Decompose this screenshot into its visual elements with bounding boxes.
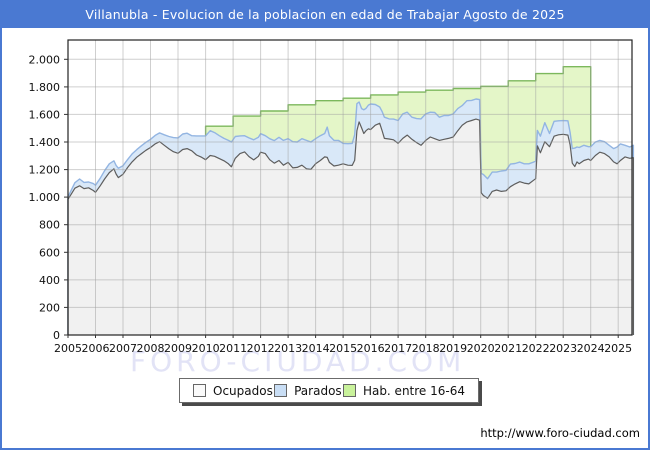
svg-text:2018: 2018 xyxy=(412,342,440,355)
plot-border xyxy=(67,39,633,336)
legend-swatch-hab xyxy=(342,384,356,397)
svg-text:1.000: 1.000 xyxy=(29,191,61,204)
chart-title-bar: Villanubla - Evolucion de la poblacion e… xyxy=(2,2,648,28)
svg-text:2014: 2014 xyxy=(302,342,330,355)
legend-swatch-ocupados xyxy=(193,384,206,397)
svg-text:1.400: 1.400 xyxy=(29,136,61,149)
gridlines xyxy=(68,40,632,335)
svg-text:2016: 2016 xyxy=(357,342,385,355)
svg-text:2025: 2025 xyxy=(604,342,632,355)
svg-text:2017: 2017 xyxy=(384,342,412,355)
svg-text:2024: 2024 xyxy=(577,342,605,355)
svg-text:2006: 2006 xyxy=(82,342,110,355)
legend-label-ocupados: Ocupados xyxy=(213,383,273,398)
svg-text:2009: 2009 xyxy=(164,342,192,355)
svg-text:2007: 2007 xyxy=(109,342,137,355)
series-ocupados-area xyxy=(67,118,634,335)
legend-swatch-parados xyxy=(274,384,288,397)
svg-text:2021: 2021 xyxy=(494,342,522,355)
svg-text:2023: 2023 xyxy=(549,342,577,355)
svg-text:2019: 2019 xyxy=(439,342,467,355)
svg-text:2012: 2012 xyxy=(247,342,275,355)
svg-text:2.000: 2.000 xyxy=(29,53,61,66)
svg-text:0: 0 xyxy=(53,329,60,342)
svg-text:600: 600 xyxy=(39,246,60,259)
svg-text:2020: 2020 xyxy=(467,342,495,355)
svg-text:800: 800 xyxy=(39,219,60,232)
svg-text:2005: 2005 xyxy=(54,342,82,355)
svg-text:1.200: 1.200 xyxy=(29,164,61,177)
legend-item-hab: Hab. entre 16-64 xyxy=(342,383,465,398)
svg-text:1.600: 1.600 xyxy=(29,108,61,121)
legend-label-hab: Hab. entre 16-64 xyxy=(362,383,465,398)
y-axis-labels: 0 200 400 600 800 1.000 1.200 1.400 1.600 1.800 2.… xyxy=(29,53,61,342)
svg-text:2022: 2022 xyxy=(522,342,550,355)
source-url-link[interactable]: http://www.foro-ciudad.com xyxy=(480,426,640,440)
svg-text:2008: 2008 xyxy=(137,342,165,355)
svg-text:2011: 2011 xyxy=(219,342,247,355)
legend-item-ocupados: Ocupados xyxy=(193,384,273,398)
svg-text:1.800: 1.800 xyxy=(29,81,61,94)
legend-box: Ocupados Parados Hab. entre 16-64 xyxy=(179,378,479,403)
chart-title: Villanubla - Evolucion de la poblacion e… xyxy=(85,7,565,22)
legend-item-parados: Parados xyxy=(274,384,342,398)
watermark-text: FORO-CIUDAD.COM xyxy=(130,345,466,378)
svg-text:2015: 2015 xyxy=(329,342,357,355)
legend-label-parados: Parados xyxy=(294,383,342,398)
x-axis-labels: 2005 2006 2007 2008 2009 2010 2011 2012 2013 2014… xyxy=(54,342,632,355)
svg-text:2010: 2010 xyxy=(192,342,220,355)
axis-ticks xyxy=(64,58,619,338)
svg-text:2013: 2013 xyxy=(274,342,302,355)
svg-text:400: 400 xyxy=(39,274,60,287)
svg-text:200: 200 xyxy=(39,301,60,314)
